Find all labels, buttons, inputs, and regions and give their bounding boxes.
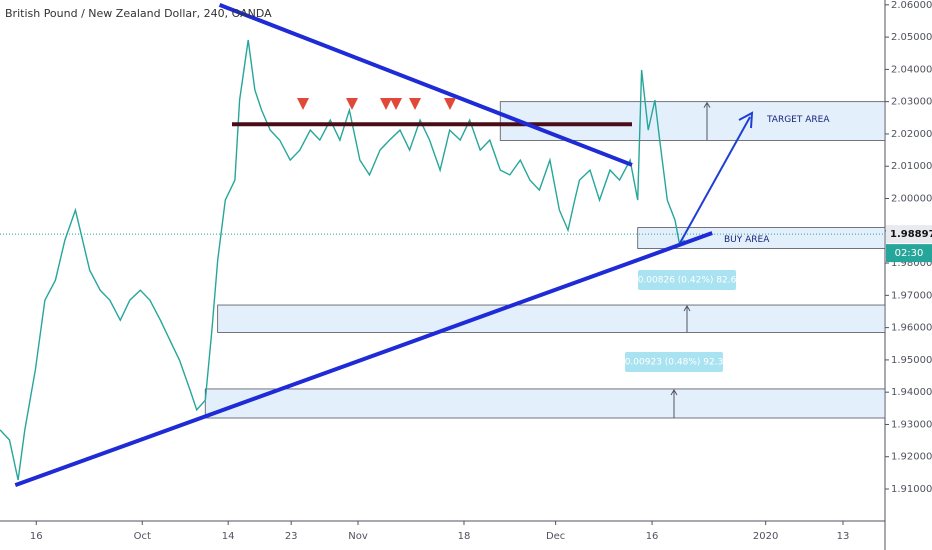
y-tick-label: 1.93000 xyxy=(891,419,932,430)
down-marker xyxy=(409,98,421,110)
countdown-label: 02:30 xyxy=(895,248,924,259)
x-tick-label: Oct xyxy=(134,531,151,542)
y-tick-label: 1.95000 xyxy=(891,355,932,366)
y-tick-label: 1.91000 xyxy=(891,484,932,495)
zone xyxy=(204,388,886,419)
y-tick-label: 1.92000 xyxy=(891,452,932,463)
zone-label: TARGET AREA xyxy=(766,115,830,125)
zone-arrow-head xyxy=(670,388,678,396)
arrow-shaft xyxy=(679,116,751,244)
down-marker xyxy=(297,98,309,110)
trendline xyxy=(218,2,633,167)
last-price-label: 1.98897 xyxy=(890,229,932,240)
x-tick-label: 13 xyxy=(837,531,850,542)
arrow-head xyxy=(738,111,754,129)
y-tick-label: 1.98000 xyxy=(891,258,932,269)
measure-label: 0.00923 (0.48%) 92.3 xyxy=(625,358,724,368)
trendline xyxy=(14,231,713,488)
y-tick-label: 2.00000 xyxy=(891,194,932,205)
chart-title: British Pound / New Zealand Dollar, 240,… xyxy=(5,7,272,20)
x-tick-label: 16 xyxy=(30,531,43,542)
y-tick-label: 2.03000 xyxy=(891,97,932,108)
y-tick-label: 1.97000 xyxy=(891,290,932,301)
countdown-tag xyxy=(886,244,932,263)
y-tick-label: 1.96000 xyxy=(891,323,932,334)
y-tick-label: 2.05000 xyxy=(891,32,932,43)
last-price-tag xyxy=(886,225,932,244)
down-marker xyxy=(390,98,402,110)
signal-markers xyxy=(297,98,456,110)
y-tick-label: 2.02000 xyxy=(891,129,932,140)
zone-label: BUY AREA xyxy=(724,235,770,245)
y-tick-label: 1.94000 xyxy=(891,387,932,398)
zone xyxy=(637,227,886,249)
y-tick-label: 2.01000 xyxy=(891,161,932,172)
x-tick-label: 23 xyxy=(285,531,298,542)
zone-arrow-head xyxy=(683,305,691,312)
x-tick-label: 18 xyxy=(458,531,471,542)
x-tick-label: Dec xyxy=(546,531,565,542)
x-tick-label: 14 xyxy=(222,531,235,542)
target-arrow xyxy=(679,111,754,244)
zone xyxy=(499,101,886,141)
plot: TARGET AREA BUY AREA 0.00826 (0.42%) 82.6 0… xyxy=(0,2,886,488)
zone-arrow-head xyxy=(703,101,711,108)
measure-label: 0.00826 (0.42%) 82.6 xyxy=(638,276,737,286)
y-tick-label: 2.06000 xyxy=(891,0,932,11)
down-marker xyxy=(444,98,456,110)
x-tick-label: 2020 xyxy=(753,531,778,542)
measure-box xyxy=(625,352,723,372)
down-marker xyxy=(346,98,358,110)
y-tick-label: 2.04000 xyxy=(891,64,932,75)
x-tick-label: Nov xyxy=(348,531,368,542)
x-tick-label: 16 xyxy=(646,531,659,542)
measure-box xyxy=(638,270,736,290)
zone xyxy=(217,304,886,333)
down-marker xyxy=(380,98,392,110)
